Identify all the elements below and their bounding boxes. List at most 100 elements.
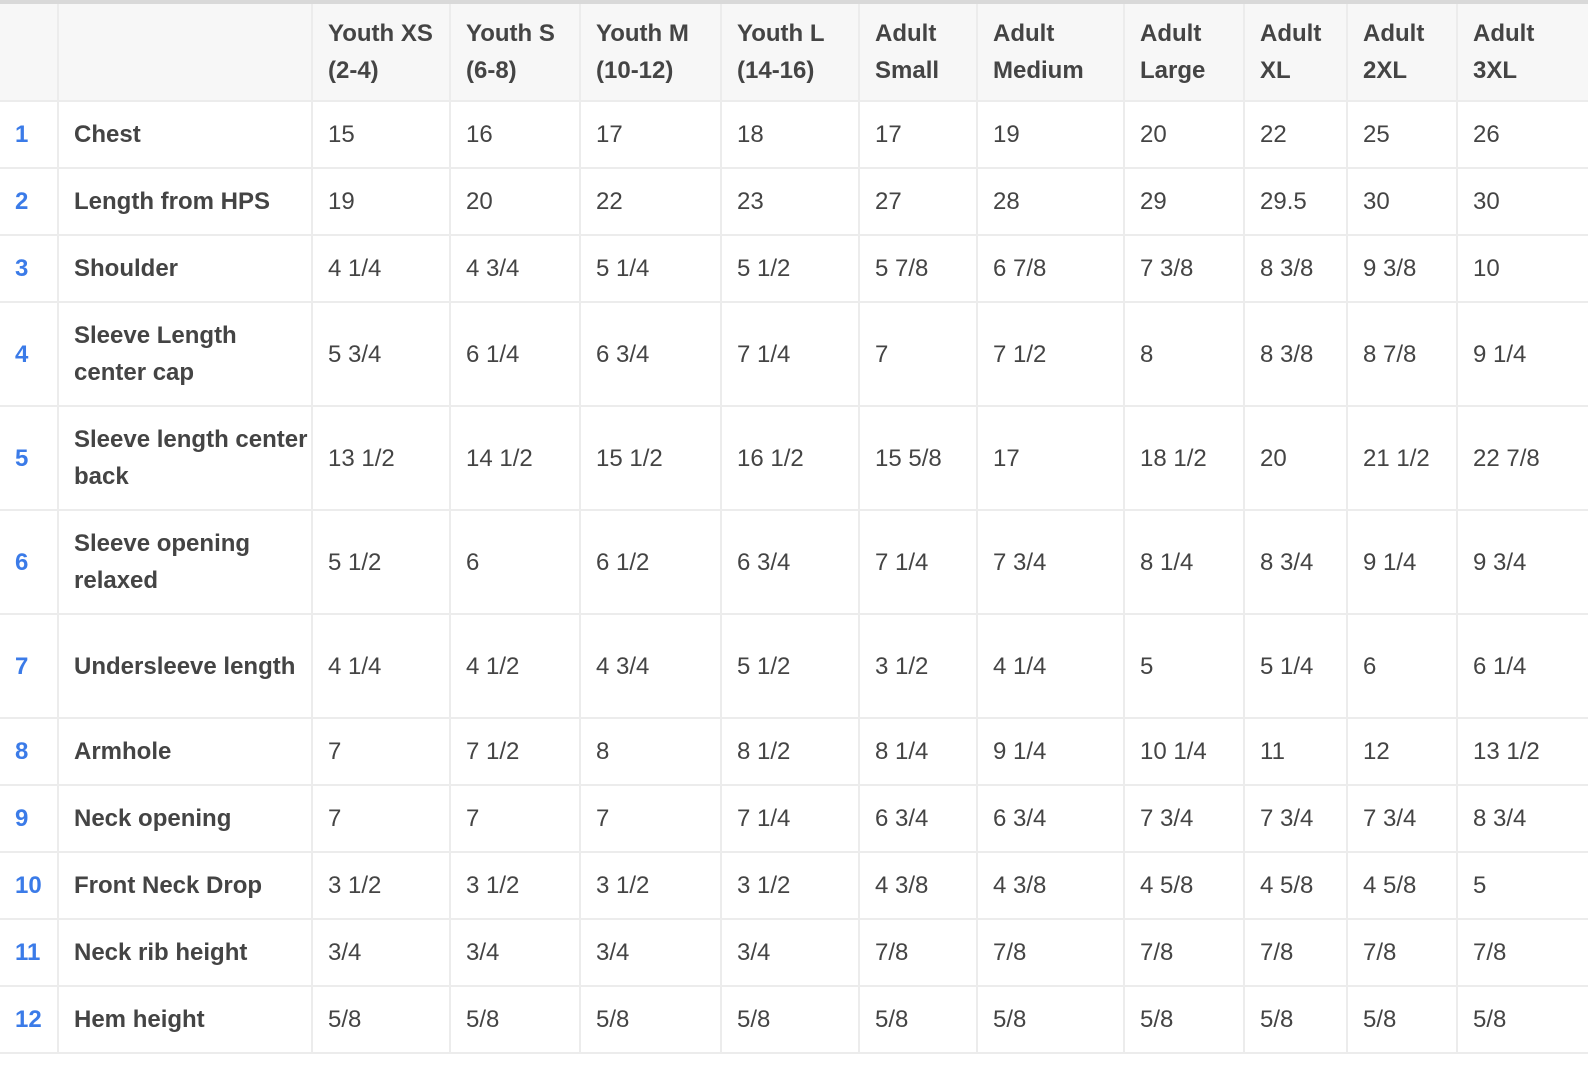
measurement-label: Length from HPS bbox=[57, 168, 313, 236]
measurement-value: 5 1/4 bbox=[1243, 614, 1348, 719]
measurement-value: 6 7/8 bbox=[976, 235, 1125, 303]
row-number: 9 bbox=[0, 785, 59, 853]
measurement-value: 5/8 bbox=[858, 986, 978, 1054]
row-number: 12 bbox=[0, 986, 59, 1054]
table-row: 5 Sleeve length center back 13 1/2 14 1/2 15… bbox=[0, 406, 1588, 511]
measurement-value: 20 bbox=[449, 168, 581, 236]
measurement-value: 3/4 bbox=[449, 919, 581, 987]
measurement-value: 3/4 bbox=[311, 919, 451, 987]
measurement-label: Sleeve opening relaxed bbox=[57, 510, 313, 615]
top-rule bbox=[0, 0, 1588, 4]
measurement-value: 15 5/8 bbox=[858, 406, 978, 511]
measurement-label: Neck opening bbox=[57, 785, 313, 853]
measurement-value: 3 1/2 bbox=[858, 614, 978, 719]
measurement-value: 8 3/4 bbox=[1456, 785, 1588, 853]
measurement-value: 12 bbox=[1346, 718, 1458, 786]
table-row: 7 Undersleeve length 4 1/4 4 1/2 4 3/4 5 1/2 3… bbox=[0, 614, 1588, 719]
measurement-value: 8 bbox=[1123, 302, 1245, 407]
measurement-value: 5/8 bbox=[976, 986, 1125, 1054]
measurement-value: 9 1/4 bbox=[976, 718, 1125, 786]
measurement-value: 9 3/8 bbox=[1346, 235, 1458, 303]
measurement-value: 22 bbox=[579, 168, 722, 236]
measurement-value: 11 bbox=[1243, 718, 1348, 786]
measurement-value: 6 3/4 bbox=[858, 785, 978, 853]
measurement-value: 7/8 bbox=[858, 919, 978, 987]
row-number: 4 bbox=[0, 302, 59, 407]
row-number: 1 bbox=[0, 101, 59, 169]
measurement-value: 7 1/4 bbox=[720, 785, 860, 853]
size-chart-table: Youth XS (2-4) Youth S (6-8) Youth M (10-12… bbox=[0, 4, 1588, 1054]
measurement-value: 6 bbox=[449, 510, 581, 615]
measurement-value: 3 1/2 bbox=[311, 852, 451, 920]
table-body: 1 Chest 15 16 17 18 17 19 20 22 25 26 2 Length from H… bbox=[0, 101, 1588, 1054]
measurement-value: 5 1/2 bbox=[720, 614, 860, 719]
header-adult-2xl: Adult 2XL bbox=[1346, 4, 1458, 102]
measurement-value: 5 bbox=[1123, 614, 1245, 719]
measurement-label: Sleeve length center back bbox=[57, 406, 313, 511]
header-youth-l: Youth L (14-16) bbox=[720, 4, 860, 102]
measurement-label: Undersleeve length bbox=[57, 614, 313, 719]
measurement-value: 5/8 bbox=[1243, 986, 1348, 1054]
header-corner-label bbox=[57, 4, 313, 102]
measurement-value: 5 bbox=[1456, 852, 1588, 920]
measurement-label: Shoulder bbox=[57, 235, 313, 303]
measurement-label: Sleeve Length center cap bbox=[57, 302, 313, 407]
measurement-value: 21 1/2 bbox=[1346, 406, 1458, 511]
row-number: 5 bbox=[0, 406, 59, 511]
measurement-value: 8 1/2 bbox=[720, 718, 860, 786]
measurement-value: 3/4 bbox=[720, 919, 860, 987]
measurement-value: 19 bbox=[976, 101, 1125, 169]
measurement-value: 4 1/4 bbox=[311, 235, 451, 303]
measurement-value: 15 1/2 bbox=[579, 406, 722, 511]
measurement-value: 7 1/4 bbox=[858, 510, 978, 615]
measurement-value: 4 3/4 bbox=[579, 614, 722, 719]
measurement-value: 27 bbox=[858, 168, 978, 236]
measurement-value: 22 7/8 bbox=[1456, 406, 1588, 511]
measurement-value: 6 1/2 bbox=[579, 510, 722, 615]
measurement-value: 7 3/8 bbox=[1123, 235, 1245, 303]
header-corner-number bbox=[0, 4, 59, 102]
measurement-value: 7 bbox=[311, 785, 451, 853]
measurement-value: 30 bbox=[1456, 168, 1588, 236]
row-number: 6 bbox=[0, 510, 59, 615]
header-row: Youth XS (2-4) Youth S (6-8) Youth M (10-12… bbox=[0, 4, 1588, 102]
measurement-value: 29 bbox=[1123, 168, 1245, 236]
measurement-value: 5 3/4 bbox=[311, 302, 451, 407]
measurement-value: 13 1/2 bbox=[311, 406, 451, 511]
measurement-value: 10 bbox=[1456, 235, 1588, 303]
measurement-value: 5/8 bbox=[449, 986, 581, 1054]
header-adult-small: Adult Small bbox=[858, 4, 978, 102]
measurement-value: 3 1/2 bbox=[579, 852, 722, 920]
table-row: 6 Sleeve opening relaxed 5 1/2 6 6 1/2 6 3/4 7… bbox=[0, 510, 1588, 615]
measurement-value: 5/8 bbox=[1456, 986, 1588, 1054]
measurement-value: 6 bbox=[1346, 614, 1458, 719]
measurement-value: 20 bbox=[1243, 406, 1348, 511]
measurement-value: 4 5/8 bbox=[1346, 852, 1458, 920]
measurement-value: 7 bbox=[449, 785, 581, 853]
measurement-value: 3 1/2 bbox=[449, 852, 581, 920]
measurement-value: 3/4 bbox=[579, 919, 722, 987]
measurement-label: Neck rib height bbox=[57, 919, 313, 987]
table-row: 3 Shoulder 4 1/4 4 3/4 5 1/4 5 1/2 5 7/8 6 7/8 7… bbox=[0, 235, 1588, 303]
measurement-label: Hem height bbox=[57, 986, 313, 1054]
measurement-value: 4 1/2 bbox=[449, 614, 581, 719]
table-row: 1 Chest 15 16 17 18 17 19 20 22 25 26 bbox=[0, 101, 1588, 169]
measurement-value: 7 1/2 bbox=[449, 718, 581, 786]
measurement-value: 20 bbox=[1123, 101, 1245, 169]
header-adult-3xl: Adult 3XL bbox=[1456, 4, 1588, 102]
measurement-value: 7 bbox=[311, 718, 451, 786]
measurement-value: 16 bbox=[449, 101, 581, 169]
measurement-value: 8 7/8 bbox=[1346, 302, 1458, 407]
measurement-value: 7 3/4 bbox=[1346, 785, 1458, 853]
measurement-value: 16 1/2 bbox=[720, 406, 860, 511]
measurement-label: Chest bbox=[57, 101, 313, 169]
measurement-value: 6 3/4 bbox=[976, 785, 1125, 853]
measurement-value: 26 bbox=[1456, 101, 1588, 169]
measurement-value: 7/8 bbox=[976, 919, 1125, 987]
measurement-value: 10 1/4 bbox=[1123, 718, 1245, 786]
measurement-value: 7 3/4 bbox=[1123, 785, 1245, 853]
measurement-value: 22 bbox=[1243, 101, 1348, 169]
measurement-value: 4 1/4 bbox=[976, 614, 1125, 719]
measurement-value: 18 1/2 bbox=[1123, 406, 1245, 511]
measurement-value: 7 1/4 bbox=[720, 302, 860, 407]
